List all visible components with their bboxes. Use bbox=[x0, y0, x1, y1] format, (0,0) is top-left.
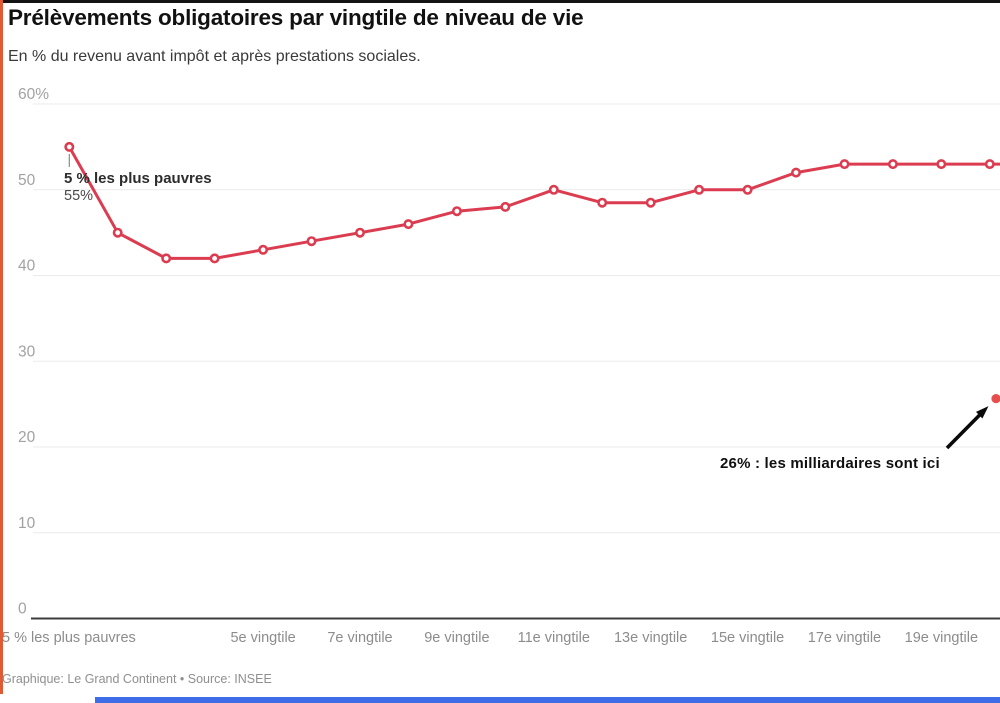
x-tick-label: 11e vingtile bbox=[518, 630, 590, 646]
chart-title: Prélèvements obligatoires par vingtile d… bbox=[8, 5, 584, 30]
x-tick-label: 5e vingtile bbox=[230, 630, 295, 646]
x-tick-label: 13e vingtile bbox=[614, 630, 687, 646]
data-point-marker[interactable] bbox=[887, 159, 898, 170]
data-point-marker[interactable] bbox=[500, 201, 511, 212]
data-point-marker[interactable] bbox=[694, 184, 705, 195]
chart-subtitle: En % du revenu avant impôt et après pres… bbox=[8, 48, 421, 65]
y-tick-label: 10 bbox=[18, 515, 36, 532]
series-line bbox=[67, 145, 1000, 260]
data-point-marker[interactable] bbox=[839, 159, 850, 170]
data-point-marker[interactable] bbox=[742, 184, 753, 195]
data-point-marker[interactable] bbox=[112, 227, 123, 238]
y-tick-label: 0 bbox=[18, 601, 27, 618]
top-border bbox=[0, 0, 1000, 3]
x-tick-label: 15e vingtile bbox=[711, 630, 784, 646]
data-point-marker[interactable] bbox=[984, 159, 995, 170]
y-tick-label: 20 bbox=[18, 429, 36, 446]
y-tick-label: 40 bbox=[18, 258, 36, 275]
data-point-marker[interactable] bbox=[403, 219, 414, 230]
bottom-scroll-bar[interactable] bbox=[95, 697, 1000, 703]
x-tick-label: 17e vingtile bbox=[808, 630, 881, 646]
data-point-marker[interactable] bbox=[64, 141, 75, 152]
y-tick-label: 50 bbox=[18, 172, 36, 189]
first-point-annotation-label: 5 % les plus pauvres bbox=[64, 170, 212, 187]
first-point-annotation-value: 55% bbox=[64, 188, 93, 204]
data-point-marker[interactable] bbox=[790, 167, 801, 178]
x-tick-label: 7e vingtile bbox=[327, 630, 392, 646]
data-point-marker[interactable] bbox=[209, 253, 220, 264]
y-tick-label: 30 bbox=[18, 343, 36, 360]
arrow-shaft bbox=[945, 412, 982, 450]
data-point-marker[interactable] bbox=[161, 253, 172, 264]
x-tick-label: 9e vingtile bbox=[424, 630, 489, 646]
data-point-marker[interactable] bbox=[354, 227, 365, 238]
data-point-marker[interactable] bbox=[548, 184, 559, 195]
y-tick-label: 60% bbox=[18, 86, 49, 103]
left-accent-border bbox=[0, 0, 3, 694]
data-point-marker[interactable] bbox=[258, 244, 269, 255]
outlier-annotation-label: 26% : les milliardaires sont ici bbox=[720, 455, 940, 472]
data-point-marker[interactable] bbox=[451, 206, 462, 217]
x-tick-label: 19e vingtile bbox=[905, 630, 978, 646]
x-tick-label: 5 % les plus pauvres bbox=[2, 630, 136, 646]
data-point-marker[interactable] bbox=[645, 197, 656, 208]
outlier-dot[interactable] bbox=[991, 393, 1000, 404]
data-point-marker[interactable] bbox=[597, 197, 608, 208]
data-point-marker[interactable] bbox=[936, 159, 947, 170]
arrow-head bbox=[976, 406, 989, 419]
source-credit: Graphique: Le Grand Continent • Source: … bbox=[2, 672, 272, 686]
data-point-marker[interactable] bbox=[306, 236, 317, 247]
